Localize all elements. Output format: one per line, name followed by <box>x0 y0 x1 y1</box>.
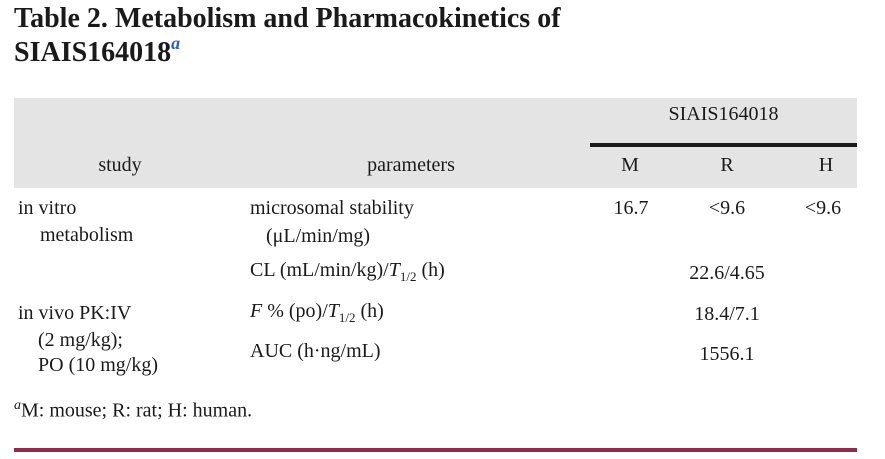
f-t-symbol: T <box>327 300 339 322</box>
table-footnote: aM: mouse; R: rat; H: human. <box>14 398 252 423</box>
column-group-rule <box>590 143 857 147</box>
footnote-marker: a <box>14 398 21 413</box>
study-cell-invivo-line3: PO (10 mg/kg) <box>38 354 158 376</box>
value-cell-microsomal-r: <9.6 <box>708 197 746 219</box>
f-t-subscript: 1/2 <box>338 310 356 325</box>
parameter-cell-f-percent: F % (po)/T1/2 (h) <box>250 300 384 326</box>
f-suffix: (h) <box>355 300 384 322</box>
value-cell-f-merged: 18.4/7.1 <box>694 303 760 325</box>
column-group-header: SIAIS164018 <box>668 103 779 125</box>
study-cell-invitro-line2: metabolism <box>40 224 134 246</box>
column-header-study: study <box>98 154 142 176</box>
cl-t-symbol: T <box>388 259 400 281</box>
table-title-line2: SIAIS164018 <box>14 37 172 68</box>
f-mid: % (po)/ <box>262 300 328 322</box>
study-cell-invivo-line1: in vivo PK:IV <box>18 302 132 324</box>
footnote-text: M: mouse; R: rat; H: human. <box>21 399 253 422</box>
value-cell-auc-merged: 1556.1 <box>699 343 755 365</box>
table-title: Table 2. Metabolism and Pharmacokinetics… <box>14 2 561 72</box>
f-symbol: F <box>250 300 263 322</box>
value-cell-cl-merged: 22.6/4.65 <box>689 262 765 284</box>
parameter-cell-microsomal-line2: (μL/min/mg) <box>266 225 371 247</box>
parameter-cell-microsomal-line1: microsomal stability <box>250 197 414 219</box>
table-bottom-rule <box>14 448 857 452</box>
cl-t-subscript: 1/2 <box>399 269 417 284</box>
cl-prefix: CL (mL/min/kg)/ <box>250 259 389 281</box>
cl-suffix: (h) <box>416 259 445 281</box>
column-header-r: R <box>720 154 734 176</box>
column-header-h: H <box>818 154 834 176</box>
column-header-parameters: parameters <box>367 154 455 176</box>
study-cell-invivo-line2: (2 mg/kg); <box>38 329 123 351</box>
study-cell-invitro-line1: in vitro <box>18 197 77 219</box>
table-title-line1: Table 2. Metabolism and Pharmacokinetics… <box>14 3 561 34</box>
column-header-m: M <box>621 154 639 176</box>
parameter-cell-auc: AUC (h·ng/mL) <box>250 340 381 362</box>
value-cell-microsomal-h: <9.6 <box>804 197 842 219</box>
table-title-footnote-marker: a <box>171 33 181 53</box>
parameter-cell-cl: CL (mL/min/kg)/T1/2 (h) <box>250 259 445 285</box>
value-cell-microsomal-m: 16.7 <box>613 197 649 219</box>
